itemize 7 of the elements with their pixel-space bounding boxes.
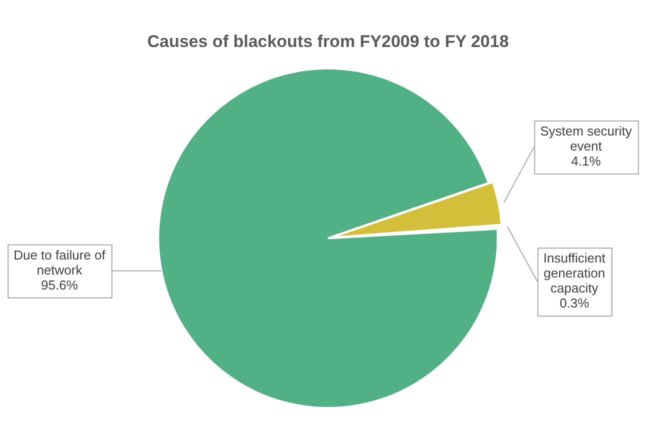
- data-label: 0.3%: [560, 296, 590, 311]
- slice-label: System security event: [540, 124, 632, 154]
- data-label: 4.1%: [571, 154, 602, 169]
- chart-title: Causes of blackouts from FY2009 to FY 2018: [147, 32, 509, 51]
- data-label: 95.6%: [41, 277, 78, 292]
- slice-label: Due to failure of network: [14, 247, 106, 278]
- slice-label: Insufficient generation capacity: [543, 250, 606, 296]
